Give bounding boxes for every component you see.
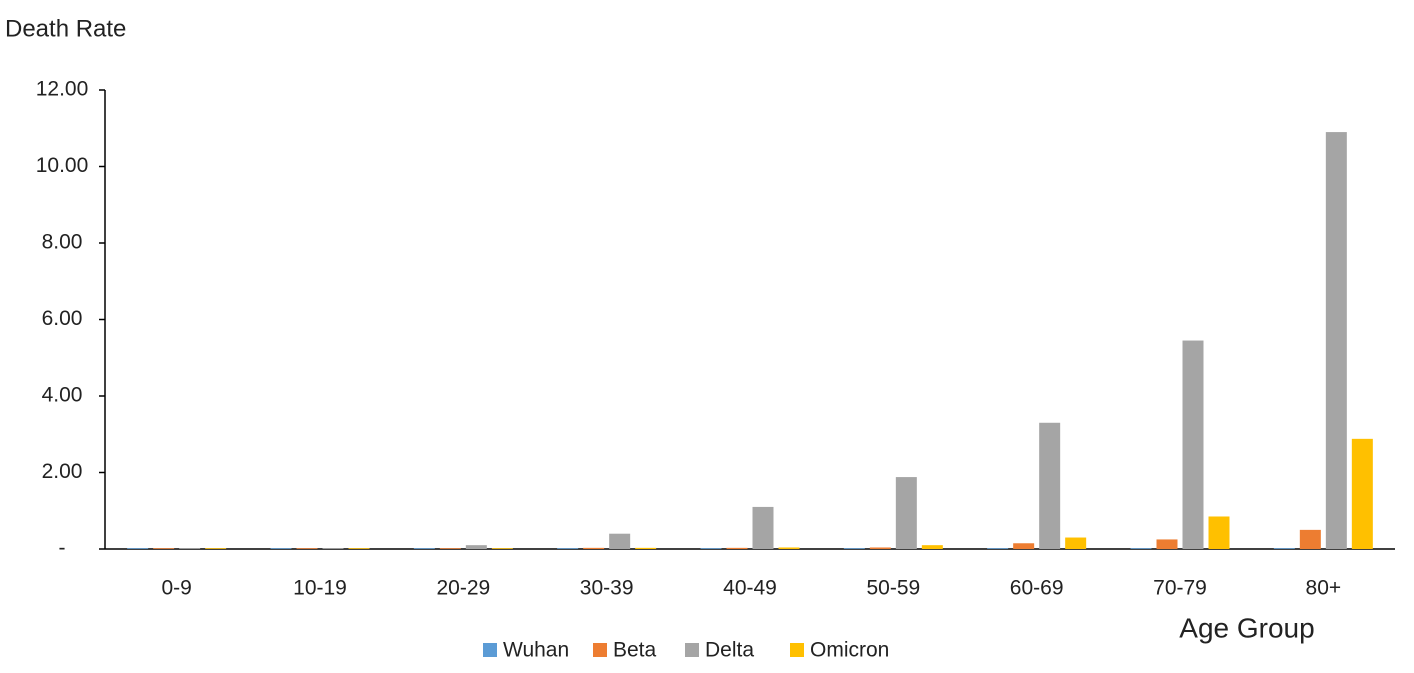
bar: [465, 545, 487, 549]
legend-swatch: [685, 643, 699, 657]
bar: [439, 548, 461, 549]
bar: [1208, 516, 1230, 549]
bar: [322, 548, 344, 549]
bar: [1299, 529, 1321, 549]
bar: [700, 548, 722, 549]
bar: [205, 548, 227, 549]
y-tick-label: 4.00: [42, 384, 83, 407]
bar: [869, 547, 891, 549]
bar: [413, 548, 435, 549]
x-tick-label: 70-79: [1153, 577, 1207, 600]
bar: [1130, 548, 1152, 549]
x-tick-label: 80+: [1306, 577, 1342, 600]
bar: [1182, 340, 1204, 549]
bar: [635, 547, 657, 549]
x-tick-label: 50-59: [866, 577, 920, 600]
x-axis-title: Age Group: [1179, 612, 1314, 643]
bar: [1156, 539, 1178, 549]
bar: [348, 548, 370, 549]
bar: [270, 548, 292, 549]
bar: [921, 545, 943, 549]
legend-swatch: [790, 643, 804, 657]
bar: [726, 547, 748, 549]
bar: [491, 548, 513, 549]
bar: [1351, 438, 1373, 549]
x-tick-label: 0-9: [161, 577, 191, 600]
bar: [1273, 548, 1295, 549]
bar: [1039, 422, 1061, 549]
y-tick-label: 12.00: [36, 78, 89, 101]
bar: [127, 548, 149, 549]
bar: [752, 506, 774, 549]
x-tick-label: 60-69: [1010, 577, 1064, 600]
legend-label: Wuhan: [503, 639, 569, 662]
bar: [1325, 132, 1347, 549]
bar: [557, 548, 579, 549]
bar: [1065, 537, 1087, 549]
y-tick-label: 8.00: [42, 231, 83, 254]
y-tick-label: 6.00: [42, 307, 83, 330]
bar: [1013, 543, 1035, 549]
bar: [609, 533, 631, 549]
y-tick-label: -: [59, 537, 66, 560]
legend-swatch: [593, 643, 607, 657]
legend-swatch: [483, 643, 497, 657]
bar: [296, 548, 318, 549]
legend-label: Omicron: [810, 639, 889, 662]
x-tick-label: 30-39: [580, 577, 634, 600]
y-tick-label: 10.00: [36, 154, 89, 177]
bar: [987, 548, 1009, 549]
bar: [895, 477, 917, 549]
bar: [153, 548, 175, 549]
bar: [778, 547, 800, 549]
bar: [843, 548, 865, 549]
y-tick-label: 2.00: [42, 460, 83, 483]
bar: [583, 547, 605, 549]
legend-label: Delta: [705, 639, 754, 662]
x-tick-label: 10-19: [293, 577, 347, 600]
legend-label: Beta: [613, 639, 657, 662]
bar: [179, 548, 201, 549]
y-axis-title: Death Rate: [5, 15, 126, 42]
x-tick-label: 40-49: [723, 577, 777, 600]
x-tick-label: 20-29: [436, 577, 490, 600]
